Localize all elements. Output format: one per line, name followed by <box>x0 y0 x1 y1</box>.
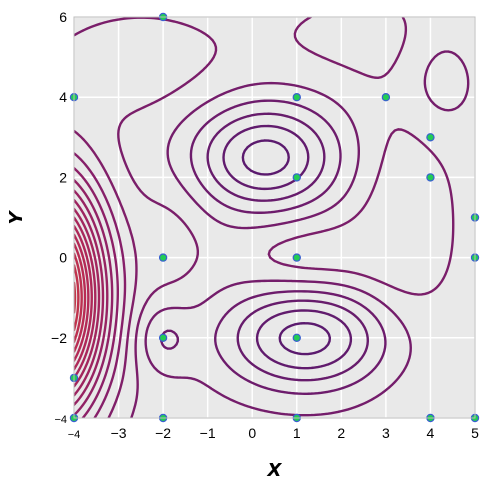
contour-line <box>74 17 455 418</box>
contour-line <box>144 50 470 417</box>
x-tick-label: 4 <box>427 425 435 441</box>
data-point <box>426 173 435 182</box>
y-tick-label: −4 <box>54 414 67 426</box>
y-tick-labels: −4 −2 0 2 4 6 <box>51 9 67 426</box>
contour-lines <box>74 17 470 418</box>
data-point <box>426 133 435 142</box>
x-tick-label: −1 <box>200 425 216 441</box>
y-tick-label: 4 <box>59 89 67 105</box>
contour-line <box>74 152 127 418</box>
data-point <box>158 333 168 342</box>
data-point <box>292 92 301 102</box>
data-point <box>292 173 301 182</box>
x-tick-label: 2 <box>337 425 345 441</box>
x-tick-label: 5 <box>471 425 479 441</box>
contour-line <box>74 233 90 362</box>
x-tick-label: 0 <box>248 425 256 441</box>
y-axis-title: Y <box>6 210 27 225</box>
plot-frame <box>73 16 476 419</box>
y-tick-label: −2 <box>51 330 67 346</box>
x-tick-label: −2 <box>155 425 171 441</box>
contour-line <box>74 207 101 388</box>
data-point <box>292 333 301 342</box>
x-tick-label: 3 <box>382 425 390 441</box>
data-point <box>292 253 301 262</box>
plot-background <box>74 17 475 418</box>
x-tick-label: −3 <box>111 425 127 441</box>
contour-line <box>74 166 120 418</box>
x-tick-labels: −4 −3 −2 −1 0 1 2 3 4 5 <box>68 425 479 441</box>
contour-line <box>206 112 369 382</box>
y-tick-label: 0 <box>59 250 67 266</box>
y-tick-label: 2 <box>59 169 67 185</box>
contour-line <box>160 99 387 395</box>
x-tick-label: −4 <box>68 429 81 441</box>
contour-line <box>74 129 138 418</box>
y-tick-label: 6 <box>59 9 67 25</box>
data-point <box>158 253 168 262</box>
x-axis-title: X <box>267 460 283 481</box>
x-tick-label: 1 <box>293 425 301 441</box>
contour-line <box>241 139 332 356</box>
data-point <box>381 92 391 102</box>
